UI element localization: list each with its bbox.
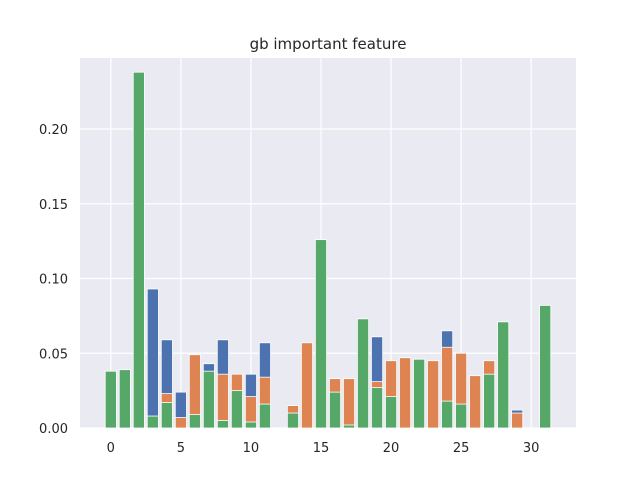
x-tick-label: 5 — [177, 441, 185, 456]
bar-series-2-x-28 — [497, 321, 510, 429]
bar-series-2-x-20 — [385, 396, 398, 429]
bar-series-2-x-1 — [118, 369, 131, 429]
chart-title: gb important feature — [250, 35, 407, 53]
x-tick-label: 0 — [107, 441, 115, 456]
bar-series-1-x-14 — [300, 342, 313, 429]
bar-series-2-x-9 — [230, 390, 243, 429]
x-tick-label: 10 — [243, 441, 260, 456]
x-tick-label: 20 — [383, 441, 400, 456]
x-tick-labels: 0 5 10 15 20 25 30 — [107, 441, 540, 456]
x-tick-label: 15 — [313, 441, 330, 456]
bar-series-1-x-29 — [511, 412, 524, 429]
bar-series-2-x-10 — [244, 421, 257, 429]
bar-series-1-x-17 — [343, 378, 356, 429]
bar-series-2-x-15 — [314, 239, 327, 429]
bar-series-0-x-3 — [146, 288, 159, 429]
y-tick-label: 0.15 — [39, 198, 68, 213]
bar-series-2-x-8 — [216, 420, 229, 429]
y-tick-label: 0.00 — [39, 422, 68, 437]
y-tick-labels: 0.00 0.05 0.10 0.15 0.20 — [39, 123, 68, 437]
bar-series-2-x-6 — [188, 414, 201, 429]
bar-series-2-x-25 — [455, 403, 468, 429]
bar-series-1-x-23 — [427, 360, 440, 429]
bar-series-2-x-0 — [104, 370, 117, 429]
bars — [104, 71, 552, 429]
bar-series-2-x-18 — [357, 318, 370, 429]
bar-series-2-x-17 — [343, 424, 356, 429]
bar-series-1-x-8 — [216, 373, 229, 429]
y-tick-label: 0.05 — [39, 347, 68, 362]
x-tick-label: 30 — [523, 441, 540, 456]
bar-series-2-x-31 — [539, 305, 552, 429]
y-tick-label: 0.20 — [39, 123, 68, 138]
bar-series-2-x-11 — [258, 403, 271, 429]
bar-series-2-x-27 — [483, 373, 496, 429]
bar-series-2-x-4 — [160, 402, 173, 429]
bar-series-1-x-5 — [174, 417, 187, 429]
bar-series-1-x-21 — [399, 357, 412, 429]
bar-series-2-x-2 — [132, 71, 145, 429]
bar-series-2-x-16 — [329, 391, 342, 429]
bar-series-2-x-22 — [413, 358, 426, 429]
bar-series-2-x-19 — [371, 387, 384, 429]
bar-series-1-x-26 — [469, 375, 482, 429]
x-tick-label: 25 — [453, 441, 470, 456]
bar-series-2-x-3 — [146, 415, 159, 429]
bar-series-2-x-7 — [202, 370, 215, 429]
y-tick-label: 0.10 — [39, 273, 68, 288]
bar-series-2-x-13 — [286, 412, 299, 429]
bar-series-2-x-24 — [441, 400, 454, 429]
